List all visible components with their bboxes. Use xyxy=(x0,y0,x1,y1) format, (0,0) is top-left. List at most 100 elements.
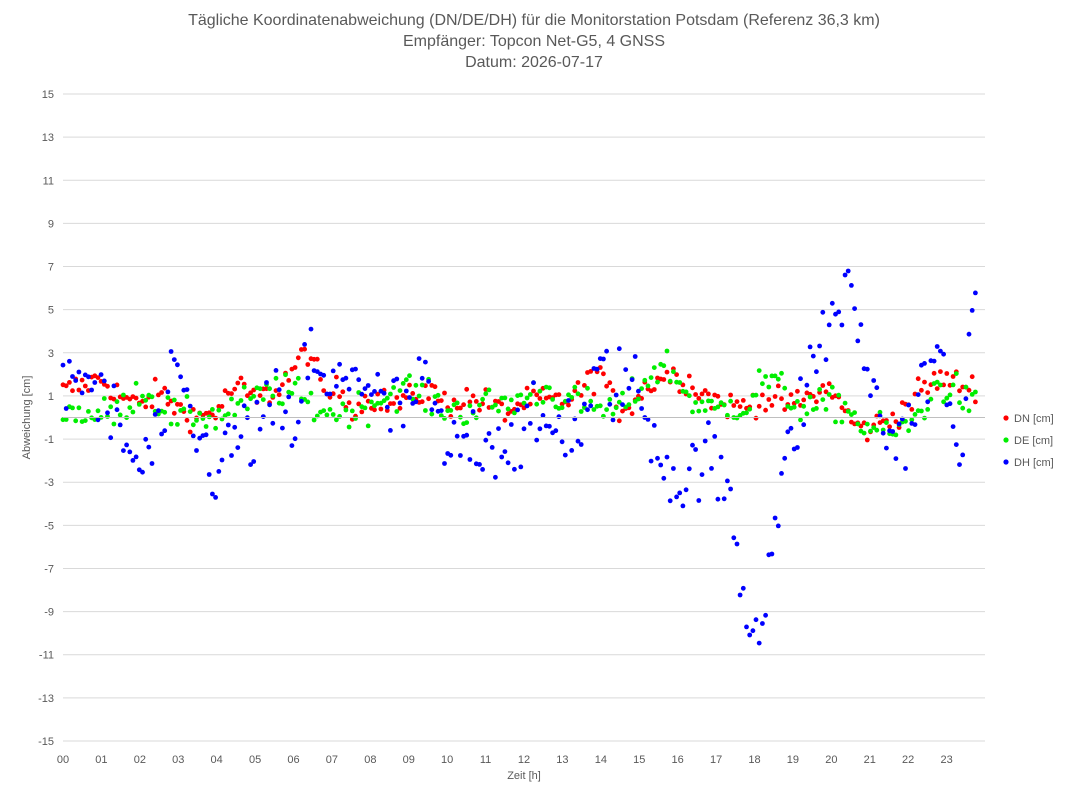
data-point xyxy=(874,385,880,391)
data-point xyxy=(715,496,721,502)
data-point xyxy=(686,466,692,472)
x-tick-label: 08 xyxy=(364,754,376,766)
data-point xyxy=(470,409,476,414)
data-point xyxy=(823,389,829,395)
data-point xyxy=(292,365,298,370)
data-point xyxy=(292,380,298,386)
data-point xyxy=(391,401,396,406)
data-point xyxy=(73,378,79,383)
data-point xyxy=(842,272,848,278)
data-point xyxy=(674,372,679,377)
data-point xyxy=(489,445,495,450)
x-tick-label: 04 xyxy=(211,754,223,766)
data-point xyxy=(779,370,784,376)
data-point xyxy=(766,384,772,390)
data-point xyxy=(105,383,110,389)
data-point xyxy=(826,381,832,387)
data-point xyxy=(235,401,241,406)
data-point xyxy=(871,378,877,383)
data-point xyxy=(429,407,435,413)
data-point xyxy=(686,393,692,399)
x-tick-label: 20 xyxy=(825,754,837,766)
data-point xyxy=(820,383,826,388)
data-point xyxy=(295,419,301,425)
data-point xyxy=(184,394,190,399)
data-point xyxy=(616,418,622,424)
data-point xyxy=(566,392,571,398)
data-point xyxy=(588,403,594,409)
data-points xyxy=(60,268,978,646)
data-point xyxy=(70,405,75,411)
data-point xyxy=(661,363,667,369)
data-point xyxy=(403,377,409,383)
data-point xyxy=(283,409,288,415)
data-point xyxy=(947,401,953,407)
data-point xyxy=(931,370,937,376)
data-point xyxy=(884,445,889,451)
data-point xyxy=(597,403,603,409)
data-point xyxy=(162,428,168,434)
x-tick-label: 19 xyxy=(787,754,799,766)
data-point xyxy=(515,407,520,413)
data-point xyxy=(569,395,575,400)
data-point xyxy=(925,399,931,405)
data-point xyxy=(493,402,498,408)
data-point xyxy=(731,535,737,541)
data-point xyxy=(728,392,733,398)
data-point xyxy=(86,409,91,414)
data-point xyxy=(706,420,711,426)
data-point xyxy=(709,398,714,404)
data-point xyxy=(397,405,403,411)
data-point xyxy=(798,417,803,423)
data-point xyxy=(957,388,962,394)
x-tick-label: 09 xyxy=(403,754,415,766)
data-point xyxy=(403,388,409,394)
data-point xyxy=(324,412,330,418)
data-point xyxy=(248,462,254,467)
data-point xyxy=(740,585,746,591)
data-point xyxy=(591,407,597,412)
data-point xyxy=(194,418,199,423)
y-tick-label: 5 xyxy=(48,305,54,317)
data-point xyxy=(534,401,540,407)
data-point xyxy=(896,421,902,427)
data-point xyxy=(893,432,899,438)
data-point xyxy=(537,426,543,432)
data-point xyxy=(292,436,298,442)
data-point xyxy=(693,447,698,452)
data-point xyxy=(184,387,190,392)
data-point xyxy=(305,362,311,367)
data-point xyxy=(801,422,807,428)
data-point xyxy=(388,428,393,433)
y-tick-label: -15 xyxy=(38,736,54,748)
data-point xyxy=(512,466,517,472)
data-point xyxy=(448,414,454,419)
data-point xyxy=(171,357,177,362)
y-tick-label: -9 xyxy=(44,607,54,619)
data-point xyxy=(928,396,934,402)
data-point xyxy=(334,383,339,389)
data-point xyxy=(556,392,562,397)
data-point xyxy=(833,419,838,425)
data-point xyxy=(556,414,562,420)
data-point xyxy=(241,403,247,409)
y-tick-label: -5 xyxy=(44,520,54,532)
data-point xyxy=(868,393,873,399)
data-point xyxy=(521,426,527,432)
data-point xyxy=(944,371,950,376)
data-point xyxy=(149,461,155,466)
chart-date: Datum: 2026-07-17 xyxy=(465,54,603,71)
data-point xyxy=(950,424,956,429)
data-point xyxy=(206,414,212,420)
data-point xyxy=(648,458,654,464)
x-tick-label: 15 xyxy=(633,754,645,766)
data-point xyxy=(661,377,667,382)
data-point xyxy=(922,415,927,421)
x-tick-label: 18 xyxy=(748,754,760,766)
data-point xyxy=(451,419,457,425)
data-point xyxy=(944,395,950,401)
data-point xyxy=(76,387,82,393)
data-point xyxy=(527,392,533,397)
data-point xyxy=(257,393,263,398)
